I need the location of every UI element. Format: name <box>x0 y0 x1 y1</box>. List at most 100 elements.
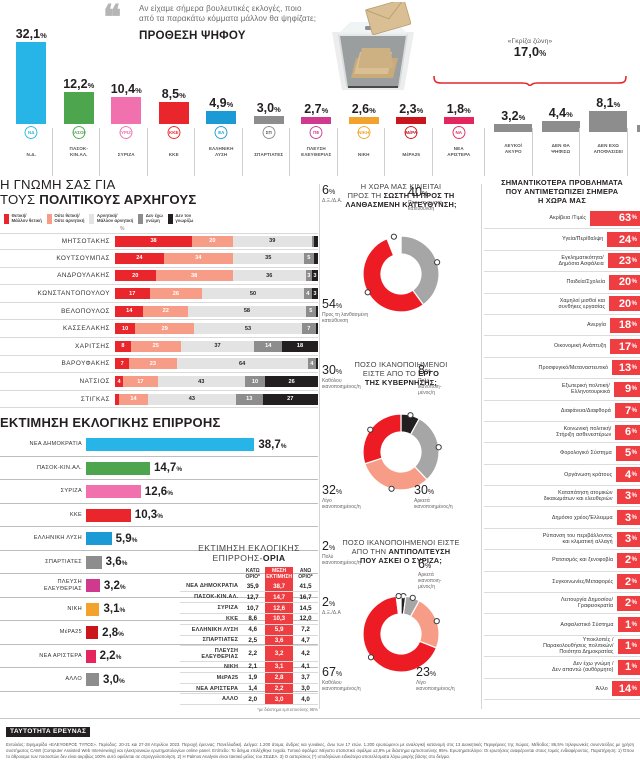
problem-row: Ακρίβεια /Τιμές 63% <box>484 208 640 230</box>
problem-label: Διαφάνεια/Διαφθορά <box>560 407 611 414</box>
donut-callout-value: 67% <box>322 665 343 679</box>
donut-callout-label: Προς τη λανθασμένη κατεύθυνση <box>322 312 369 324</box>
limits-low: 1,4 <box>240 683 266 695</box>
survey-identity-footer: ΤΑΥΤΟΤΗΤΑ ΕΡΕΥΝΑΣ Εντολέας: Εφημερίδα «Ε… <box>0 718 640 782</box>
influence-value: 3,0% <box>103 673 125 686</box>
limits-col-header: ΜΕΣΗ ΕΚΤΙΜΗΣΗ <box>265 566 293 582</box>
donut-callout-dot <box>395 592 402 600</box>
limits-high: 3,0 <box>293 683 318 695</box>
syriza-logo: ΣΥΡΙΖΑ <box>117 123 135 141</box>
limits-high: 14,5 <box>293 602 318 614</box>
donut-callout-label: Δ.Ξ./Δ.Α. <box>322 198 343 204</box>
bar-category-label: ΕΛΛΗΝΙΚΗ ΛΥΣΗ <box>208 146 234 157</box>
leader-segment: 17 <box>123 376 158 388</box>
limits-table-row: ΝΕΑ ΔΗΜΟΚΡΑΤΙΑ 35,9 38,7 41,5 <box>180 581 318 593</box>
influence-row: ΝΕΑ ΔΗΜΟΚΡΑΤΙΑ 38,7% <box>0 433 318 457</box>
bar-value-label: 2,7% <box>304 101 329 116</box>
limits-table-block: ΕΚΤΙΜΗΣΗ ΕΚΛΟΓΙΚΗΣ ΕΠΙΡΡΟΗΣ-ΟΡΙΑ ΚΑΤΩ ΟΡΙ… <box>180 543 318 712</box>
leader-segment <box>315 323 318 335</box>
leader-segment: 4 <box>307 358 316 370</box>
limits-party-name: ΕΛΛΗΝΙΚΗ ΛΥΣΗ <box>180 624 241 636</box>
influence-bar <box>86 485 141 499</box>
leader-segment: 43 <box>157 376 245 388</box>
leader-segment: 20 <box>115 270 156 282</box>
leader-row: ΣΤΙΓΚΑΣ 14 43 13 27 <box>0 391 318 409</box>
nd-logo: ΝΔ <box>22 123 40 141</box>
mera25-logo: ΜέΡΑ <box>402 123 420 141</box>
donut-title-a: ΠΟΣΟ ΙΚΑΝΟΠΟΙΗΜΕΝΟΙ ΕΙΣΤΕ <box>342 538 460 547</box>
influence-bar <box>86 626 99 640</box>
influence-row: ΣΥΡΙΖΑ 12,6% <box>0 480 318 504</box>
donut-callout: 30% Αρκετά ικανοποιημένος/η <box>414 484 478 511</box>
influence-party-name: ΠΑΣΟΚ-ΚΙΝ.ΑΛ. <box>37 464 82 471</box>
bar-category-label: ΜέΡΑ25 <box>402 151 421 157</box>
bar-category-label: ΝΙΚΗ <box>357 151 370 157</box>
problem-row: Λειτουργία Δημοσίου/Γραφειοκρατία 2% <box>484 593 640 615</box>
leader-segment <box>315 358 318 370</box>
legend-swatch <box>4 213 9 224</box>
influence-party-name: ΝΙΚΗ <box>67 605 82 612</box>
influence-row: ΝΕΑ ΑΡΙΣΤΕΡΑ 2,2% <box>0 645 318 669</box>
columns-area: Η ΓΝΩΜΗ ΣΑΣ ΓΙΑ ΤΟΥΣ ΠΟΛΙΤΙΚΟΥΣ ΑΡΧΗΓΟΥΣ… <box>0 177 640 715</box>
donut-title-c: ΑΝΤΙΠΟΛΙΤΕΥΣΗ <box>388 547 451 556</box>
donut-title-b: ΠΡΟΣ ΤΗ <box>347 191 384 200</box>
bar-column-5: 4,9% ΕΛ ΕΛΛΗΝΙΚΗ ΛΥΣΗ <box>200 48 243 178</box>
bar-column-4: 8,5% ΚΚΕ ΚΚΕ <box>153 48 196 178</box>
bar-value-label: 2,6% <box>351 101 376 116</box>
limits-party-name: ΣΠΑΡΤΙΑΤΕΣ <box>180 635 241 647</box>
leader-row: ΚΑΣΣΕΛΑΚΗΣ 10 29 53 7 <box>0 320 318 339</box>
influence-value: 2,8% <box>102 626 124 639</box>
problem-bar: 1% <box>617 617 640 633</box>
limits-high: 4,0 <box>293 693 318 706</box>
limits-mid: 2,8 <box>265 672 293 684</box>
donut-callout-value: 6% <box>418 557 432 571</box>
problem-bar: 6% <box>615 424 640 440</box>
leader-segment: 29 <box>135 323 195 335</box>
problem-row: Καταπάτηση ατομικών δικαιωμάτων και ελευθ… <box>484 486 640 508</box>
leader-segment: 5 <box>303 252 314 264</box>
leader-row: ΒΑΡΟΥΦΑΚΗΣ 7 23 64 4 <box>0 356 318 374</box>
leader-segment: 23 <box>129 358 177 370</box>
problem-row: Κοινωνική πολιτική/Στήριξη ασθενεστέρων 6… <box>484 422 640 444</box>
problems-rows: Ακρίβεια /Τιμές 63% Υγεία/Περίθαλψη 24% Εγκλ… <box>484 208 640 700</box>
limits-high: 4,1 <box>293 661 318 673</box>
problem-row: Ρατσισμός και ξενοφοβία 2% <box>484 550 640 572</box>
leaders-rows: ΜΗΤΣΟΤΑΚΗΣ 38 20 39 ΚΟΥΤΣΟΥΜΠΑΣ 24 34 35 5 ΑΝΔΡΟΥ… <box>0 232 318 409</box>
donut-svg <box>362 233 441 313</box>
problem-row: Φορολογικό Σύστημα 5% <box>484 443 640 465</box>
problem-label: Ακρίβεια /Τιμές <box>549 215 586 222</box>
middle-column: Η ΧΩΡΑ ΜΑΣ ΚΙΝΕΙΤΑΙ ΠΡΟΣ ΤΗ ΣΩΣΤΗ Ή ΠΡΟΣ … <box>322 178 480 715</box>
legend-swatch <box>89 213 95 224</box>
elliniki-lysi-logo: ΕΛ <box>212 123 230 141</box>
problems-title: ΣΗΜΑΝΤΙΚΟΤΕΡΑ ΠΡΟΒΛΗΜΑΤΑ ΠΟΥ ΑΝΤΙΜΕΤΩΠΙΖ… <box>484 178 640 205</box>
donut-title-b: ΕΙΣΤΕ ΑΠΟ ΤΟ <box>362 369 419 378</box>
problem-bar: 13% <box>612 360 640 376</box>
legend-label: Ούτε θετική/Ούτε αρνητική <box>54 213 85 224</box>
leader-segment: 38 <box>115 235 193 247</box>
leader-row: ΒΕΛΟΠΟΥΛΟΣ 14 22 58 5 <box>0 303 318 321</box>
limits-mid: 12,6 <box>265 602 293 614</box>
problem-bar: 23% <box>607 253 640 269</box>
limits-col-party <box>180 567 240 582</box>
problem-label: Οργάνωση κράτους <box>564 471 613 478</box>
leader-segment: 25 <box>130 340 181 352</box>
donut-title-d: ΤΗΣ ΚΥΒΕΡΝΗΣΗΣ; <box>364 378 438 387</box>
bar-column-9: 2,3% ΜέΡΑ ΜέΡΑ25 <box>390 48 433 178</box>
influence-row: ΕΛΛΗΝΙΚΗ ΛΥΣΗ 5,9% <box>0 527 318 551</box>
niki-logo: ΝΙΚΗ <box>355 123 373 141</box>
problem-row: Εγκληματικότητα/Δημόσια Ασφάλεια 23% <box>484 251 640 273</box>
problems-title-line1: ΣΗΜΑΝΤΙΚΟΤΕΡΑ ΠΡΟΒΛΗΜΑΤΑ <box>501 178 623 187</box>
leader-segment: 17 <box>115 288 150 300</box>
leader-segment: 26 <box>149 288 203 300</box>
bar-category-label: ΝΕΑ ΑΡΙΣΤΕΡΑ <box>447 146 471 157</box>
bar-column-14: 1,3% Δ.Ξ/Δ.Α <box>635 48 640 178</box>
legend-swatch <box>167 213 173 224</box>
donut-callout: 8% Πολύ ικανοποιη-μένος/η <box>418 364 478 396</box>
limits-mid: 38,7 <box>265 581 293 593</box>
bar-divider <box>99 128 100 176</box>
leader-segment: 10 <box>244 376 266 388</box>
donut-slice <box>362 595 438 673</box>
problem-bar: 24% <box>607 232 640 248</box>
leader-segment: 43 <box>147 393 236 405</box>
question-text: Αν είχαμε σήμερα βουλευτικές εκλογές, πο… <box>139 4 317 24</box>
